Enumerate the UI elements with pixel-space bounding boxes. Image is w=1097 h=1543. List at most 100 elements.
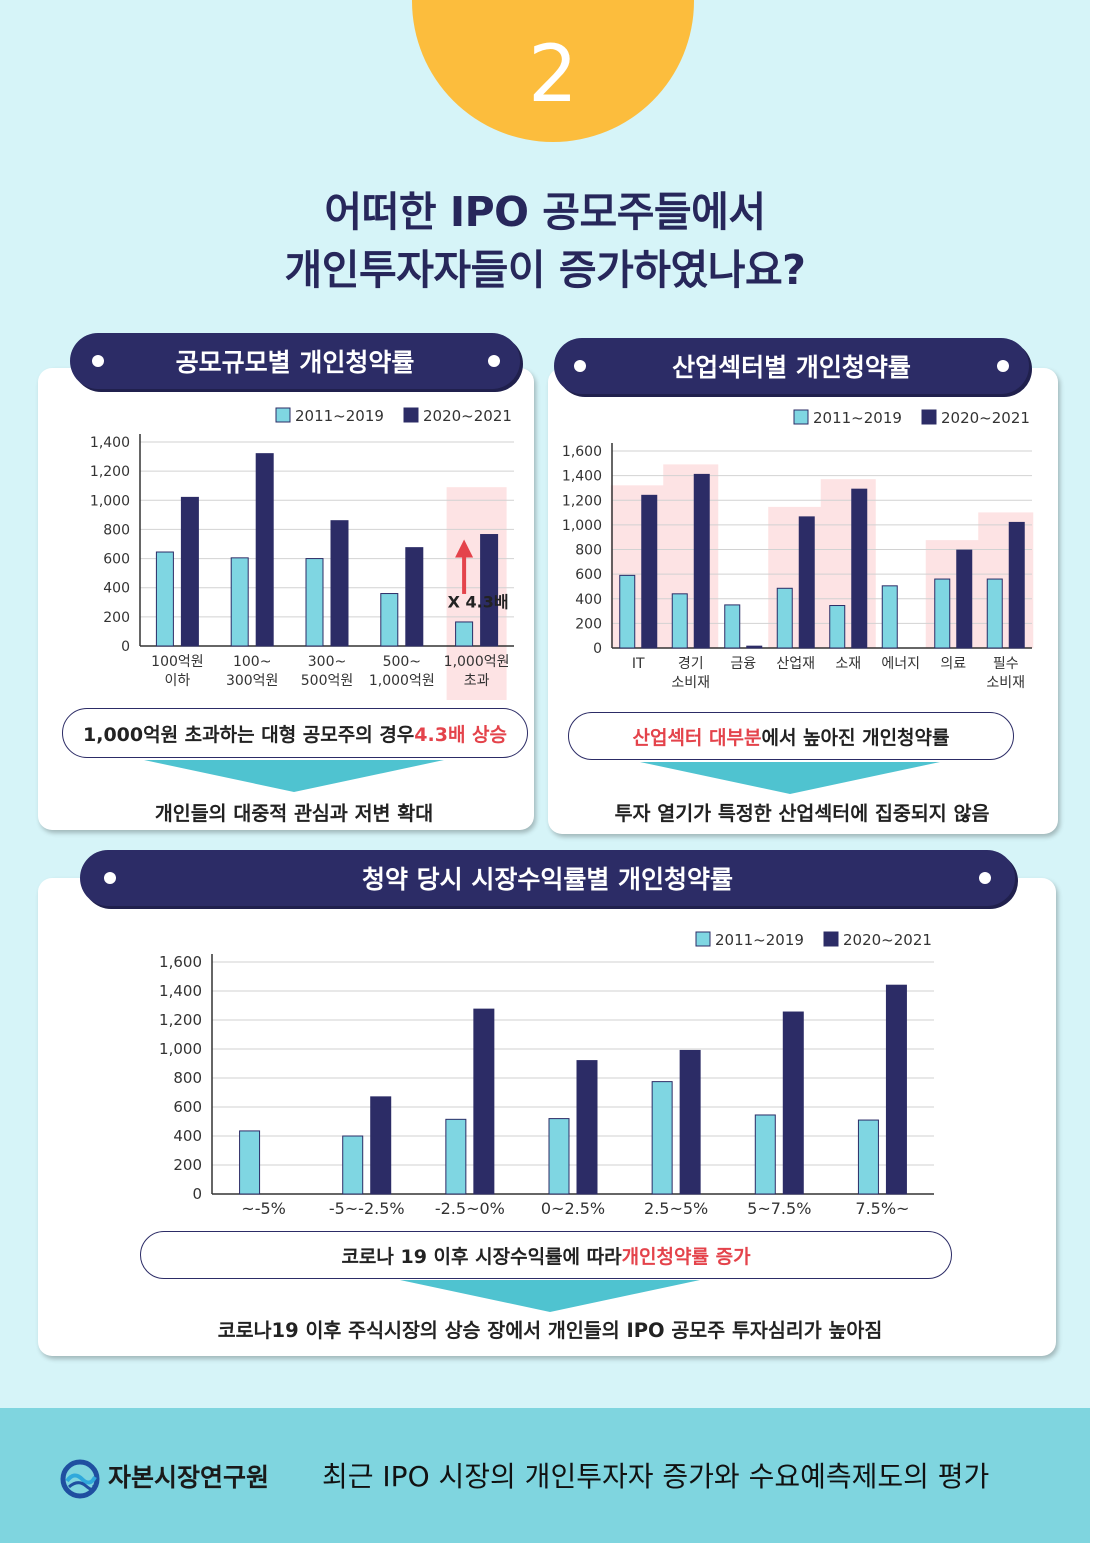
- y-tick-label: 800: [103, 522, 130, 538]
- y-tick-label: 1,200: [159, 1011, 202, 1029]
- panel-size-conclusion: 개인들의 대중적 관심과 저변 확대: [154, 802, 434, 825]
- arrow-down-icon: [144, 760, 444, 792]
- bar-2020-2021: [746, 645, 763, 649]
- bar-2011-2019: [548, 1118, 570, 1195]
- y-tick-label: 1,000: [159, 1040, 202, 1058]
- highlight-band: [768, 506, 824, 648]
- bar-2011-2019: [305, 558, 324, 647]
- legend-label: 2011~2019: [813, 409, 902, 427]
- panel-market-return-banner: 청약 당시 시장수익률별 개인청약률: [80, 850, 1015, 906]
- legend-label: 2020~2021: [941, 409, 1030, 427]
- y-tick-label: 200: [173, 1156, 202, 1174]
- panel-sector-title: 산업섹터별 개인청약률: [672, 353, 911, 382]
- x-category-label: -5~-2.5%: [329, 1199, 405, 1218]
- y-tick-label: 200: [103, 610, 130, 626]
- panel-size-banner: 공모규모별 개인청약률: [70, 333, 520, 389]
- x-category-label: 0~2.5%: [541, 1199, 605, 1218]
- x-category-label: 100억원: [151, 654, 203, 670]
- bar-2011-2019: [380, 593, 399, 647]
- x-category-label: 500억원: [301, 673, 353, 689]
- bar-2020-2021: [480, 534, 499, 647]
- x-category-label: 100~: [233, 654, 271, 670]
- legend-swatch: [275, 407, 291, 423]
- x-category-label: 300억원: [226, 673, 278, 689]
- highlight-band: [663, 464, 719, 648]
- x-category-label: 이하: [165, 673, 191, 689]
- panel-size-summary: 1,000억원 초과하는 대형 공모주의 경우 4.3배 상승: [62, 708, 528, 758]
- bar-2020-2021: [370, 1096, 392, 1195]
- x-category-label: 금융: [730, 656, 756, 672]
- legend-label: 2011~2019: [295, 407, 384, 425]
- banner-dot-left: [92, 355, 104, 367]
- bar-2020-2021: [798, 516, 815, 649]
- bar-2011-2019: [881, 585, 898, 649]
- panel-market-return-title: 청약 당시 시장수익률별 개인청약률: [361, 865, 734, 894]
- legend-swatch: [695, 931, 711, 947]
- y-tick-label: 1,200: [90, 464, 130, 480]
- banner-dot-right: [997, 360, 1009, 372]
- panel-sector-summary: 산업섹터 대부분 에서 높아진 개인청약률: [568, 712, 1014, 760]
- bar-2020-2021: [782, 1011, 804, 1195]
- bar-2020-2021: [255, 453, 274, 647]
- panel-market-return-conclusion: 코로나19 이후 주식시장의 상승 장에서 개인들의 IPO 공모주 투자심리가…: [217, 1319, 883, 1342]
- headline-line-1: 어떠한 IPO 공모주들에서: [324, 188, 766, 236]
- banner-dot-right: [488, 355, 500, 367]
- number-badge: 2: [412, 0, 694, 142]
- x-category-label: 1,000억원: [444, 654, 510, 670]
- highlight-band: [978, 512, 1034, 648]
- y-tick-label: 0: [192, 1185, 202, 1203]
- bar-2020-2021: [693, 473, 710, 649]
- legend-label: 2020~2021: [423, 407, 512, 425]
- bar-2011-2019: [445, 1118, 467, 1195]
- logo-icon: [60, 1459, 100, 1499]
- x-category-label: 1,000억원: [369, 673, 435, 689]
- y-tick-label: 1,600: [159, 953, 202, 971]
- x-category-label: ~-5%: [241, 1199, 286, 1218]
- y-tick-label: 0: [121, 639, 130, 655]
- bar-2020-2021: [641, 494, 658, 649]
- y-tick-label: 400: [173, 1127, 202, 1145]
- arrow-down-icon: [400, 1280, 700, 1312]
- x-category-label: IT: [632, 656, 645, 672]
- panel-size-title: 공모규모별 개인청약률: [175, 348, 415, 377]
- summary-text: 코로나 19 이후 시장수익률에 따라: [341, 1245, 622, 1268]
- bar-2020-2021: [956, 549, 973, 649]
- bar-2011-2019: [857, 1119, 879, 1195]
- bar-2011-2019: [776, 587, 793, 649]
- y-tick-label: 400: [103, 581, 130, 597]
- x-category-label: 산업재: [776, 656, 815, 672]
- bar-2020-2021: [180, 496, 199, 647]
- bar-2011-2019: [671, 593, 688, 649]
- x-category-label: 필수: [993, 656, 1019, 672]
- x-category-label: 에너지: [881, 656, 920, 672]
- panel-sector-banner: 산업섹터별 개인청약률: [554, 338, 1029, 394]
- y-tick-label: 600: [575, 567, 602, 583]
- bar-2011-2019: [155, 551, 174, 647]
- arrow-down-icon: [640, 762, 940, 794]
- chart-by-sector: 0 200 400 600 800 1,000 1,200 1,400 1,600 IT 경기소비재…: [562, 409, 1034, 691]
- banner-dot-left: [104, 872, 116, 884]
- x-category-label: 소비재: [671, 675, 710, 691]
- banner-dot-left: [574, 360, 586, 372]
- org-name: 자본시장연구원: [108, 1463, 270, 1492]
- panel-market-return-summary: 코로나 19 이후 시장수익률에 따라 개인청약률 증가: [140, 1231, 952, 1279]
- y-tick-label: 1,400: [90, 435, 130, 451]
- y-tick-label: 600: [103, 552, 130, 568]
- x-category-label: 소재: [835, 656, 861, 672]
- bar-2011-2019: [754, 1114, 776, 1195]
- bar-2020-2021: [1008, 521, 1025, 649]
- highlight-band: [820, 479, 876, 648]
- x-category-label: 500~: [383, 654, 421, 670]
- legend-swatch: [921, 409, 937, 425]
- y-tick-label: 200: [575, 616, 602, 632]
- y-tick-label: 1,400: [159, 982, 202, 1000]
- y-tick-label: 0: [593, 641, 602, 657]
- bar-2020-2021: [330, 520, 349, 647]
- bar-2011-2019: [651, 1081, 673, 1195]
- bar-2020-2021: [851, 488, 868, 649]
- bar-2011-2019: [829, 605, 846, 649]
- growth-arrow-icon: [455, 539, 474, 558]
- growth-annotation: X 4.3배: [448, 592, 509, 611]
